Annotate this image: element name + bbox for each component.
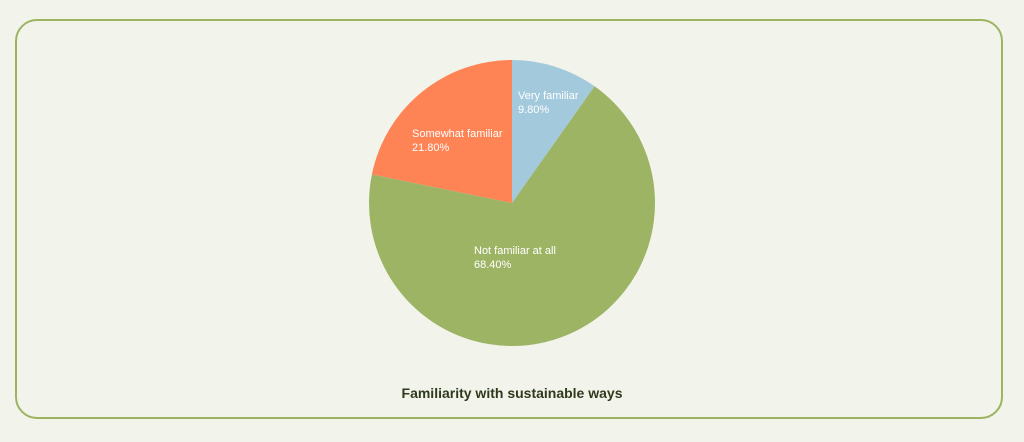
- pie-labels: Very familiar 9.80% Not familiar at all 68.…: [412, 90, 579, 271]
- pie-slice-not-familiar-at-all: [369, 86, 655, 346]
- slice-label: Somewhat familiar: [412, 128, 503, 140]
- pie-slice-somewhat-familiar: [371, 59, 512, 203]
- pie-slices: [369, 59, 655, 346]
- chart-title: Familiarity with sustainable ways: [401, 385, 623, 401]
- slice-value-label: 9.80%: [518, 104, 549, 116]
- slice-value-label: 21.80%: [412, 142, 450, 154]
- slice-label: Not familiar at all: [474, 245, 556, 257]
- slice-label: Very familiar: [518, 90, 579, 102]
- pie-slice-very-familiar: [512, 60, 595, 203]
- slice-value-label: 68.40%: [474, 259, 512, 271]
